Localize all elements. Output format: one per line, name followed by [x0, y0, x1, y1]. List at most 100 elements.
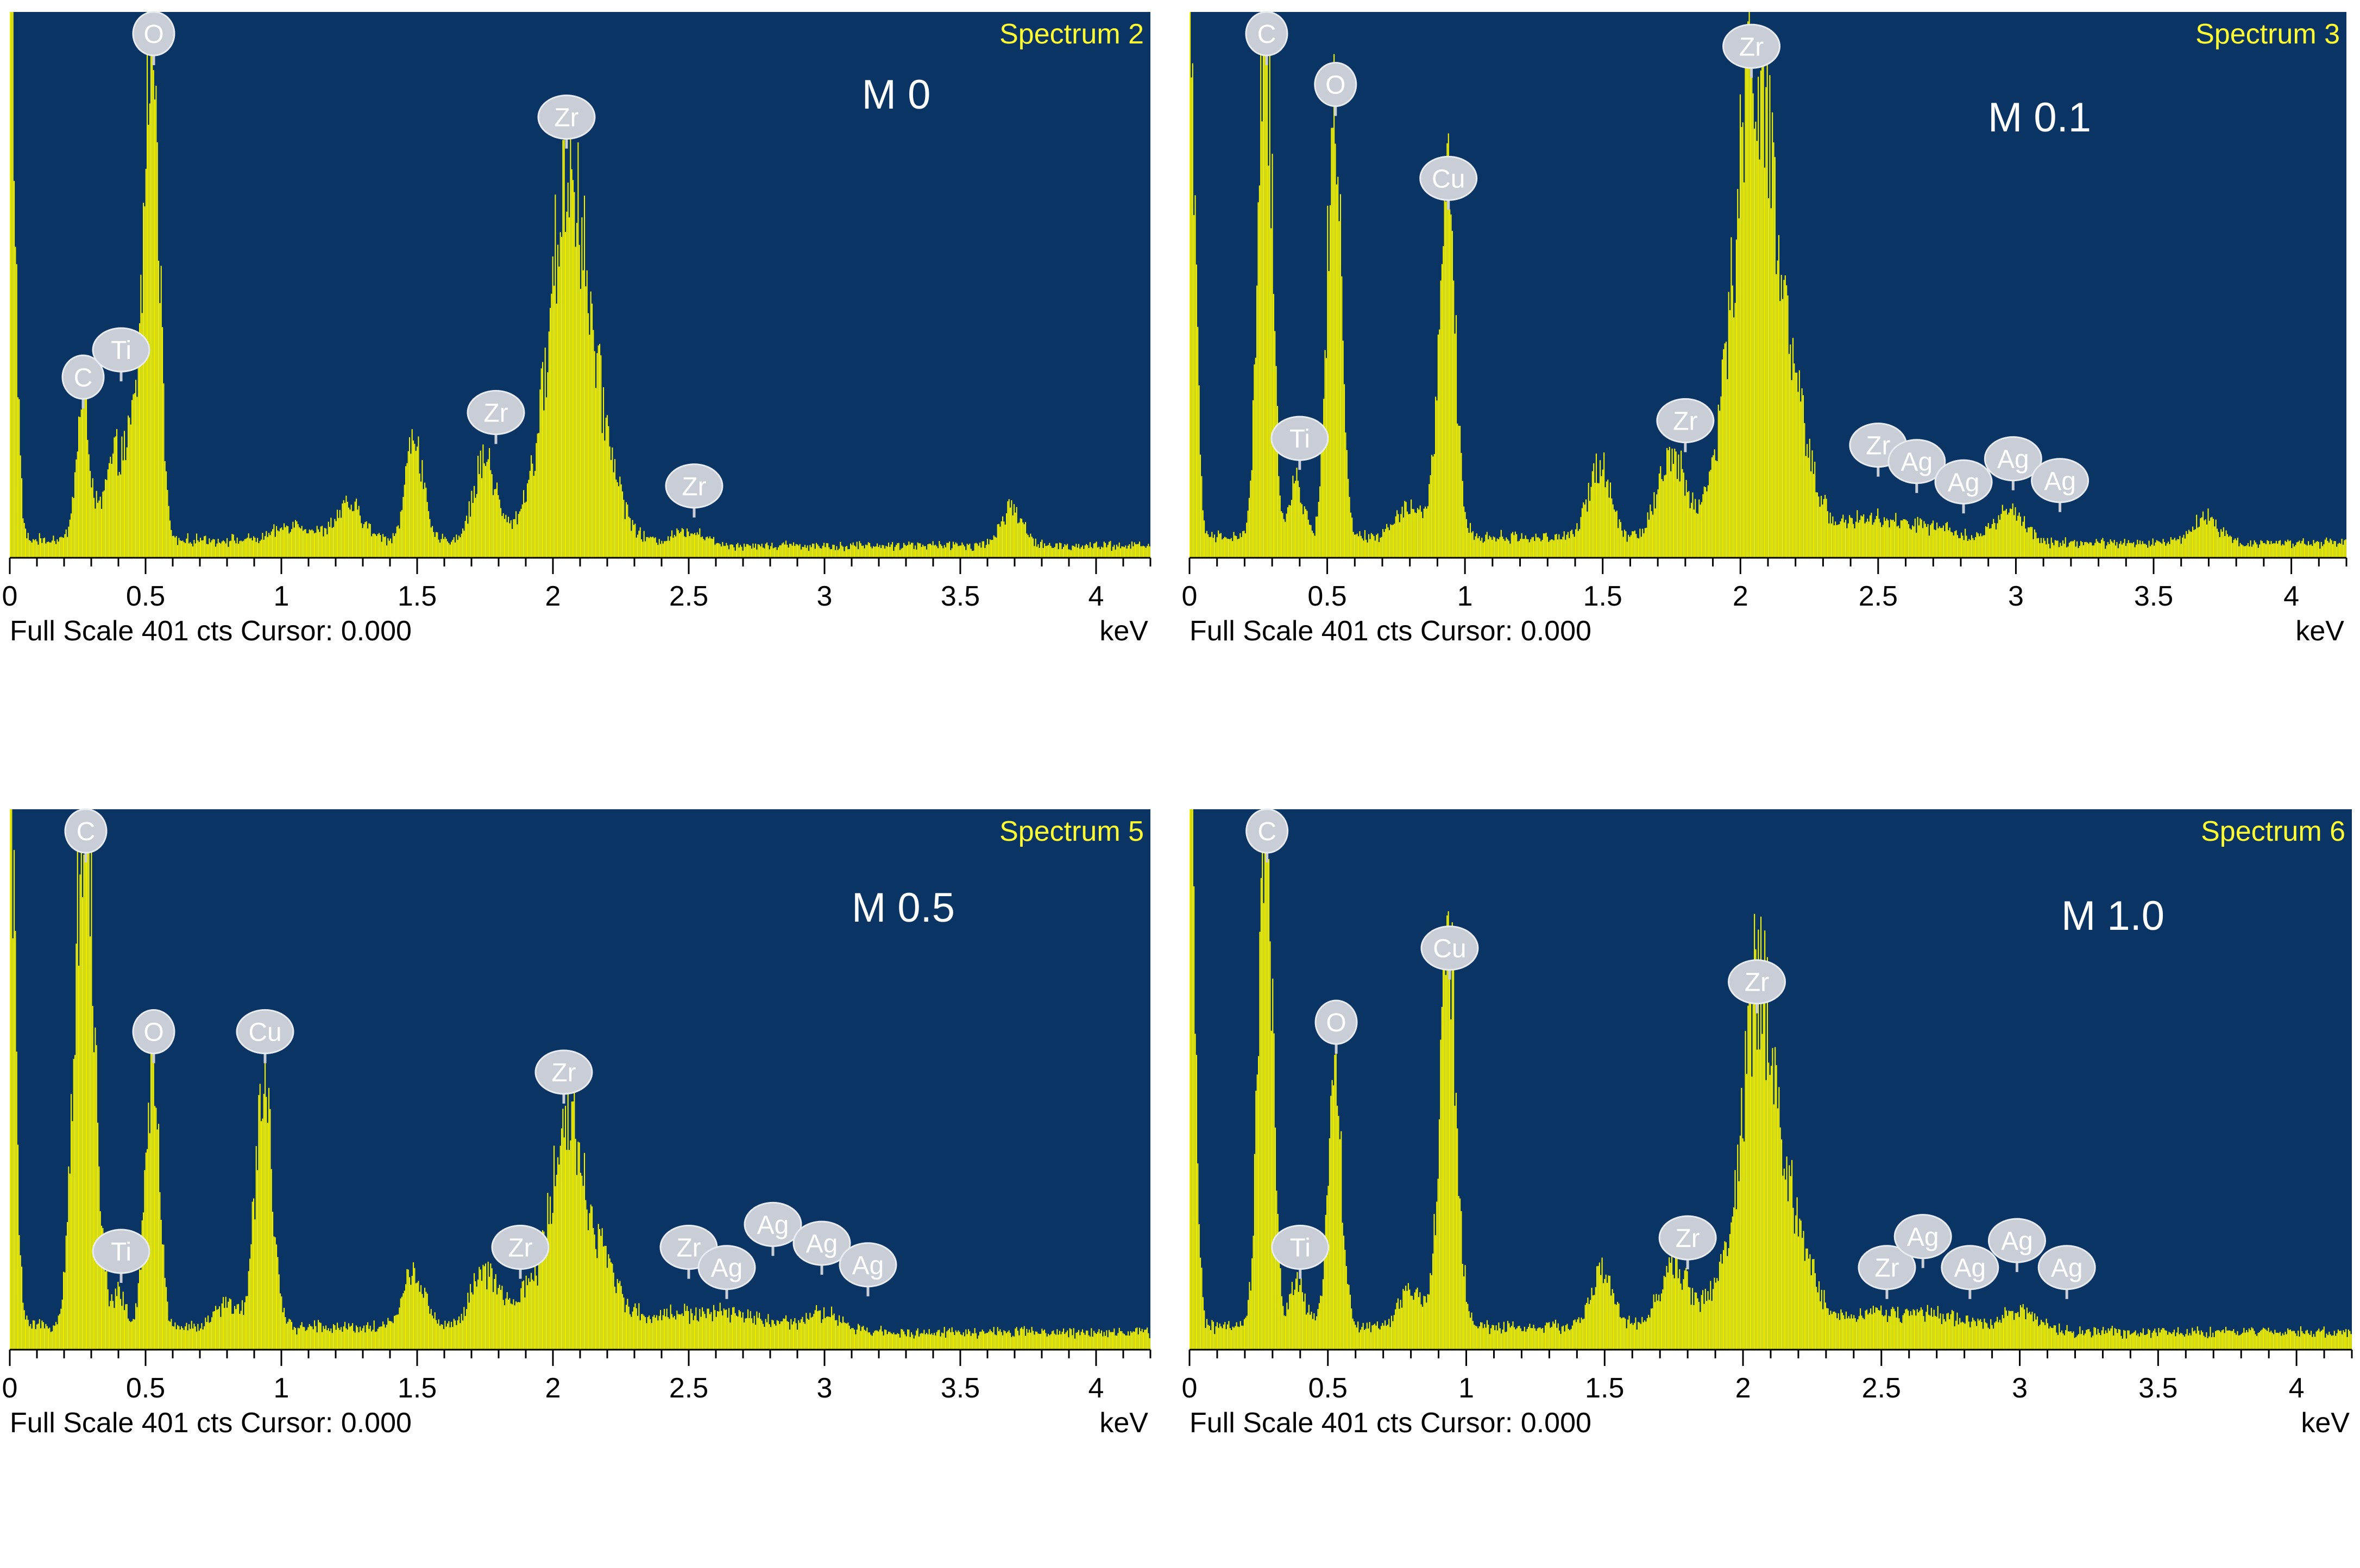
spectrum-channel: [110, 1301, 111, 1350]
spectrum-channel: [322, 526, 323, 558]
spectrum-channel: [1580, 517, 1582, 558]
spectrum-channel: [1528, 542, 1530, 558]
spectrum-channel: [1320, 1295, 1321, 1350]
spectrum-channel: [2328, 543, 2330, 558]
svg-text:Ag: Ag: [1997, 445, 2029, 474]
spectrum-channel: [1204, 520, 1205, 558]
spectrum-channel: [1975, 537, 1977, 558]
spectrum-channel: [658, 539, 660, 558]
spectrum-channel: [259, 541, 261, 558]
spectrum-channel: [92, 478, 93, 558]
spectrum-channel: [1776, 274, 1777, 558]
spectrum-channel: [330, 1328, 332, 1350]
spectrum-channel: [2220, 529, 2222, 558]
svg-text:Ag: Ag: [1954, 1254, 1986, 1283]
spectrum-channel: [2340, 1331, 2342, 1350]
spectrum-channel: [1729, 310, 1731, 558]
spectrum-channel: [797, 1330, 798, 1350]
spectrum-channel: [1552, 1321, 1554, 1350]
spectrum-channel: [1086, 1330, 1087, 1350]
x-tick-label: 3: [817, 1372, 833, 1404]
spectrum-channel: [1839, 1320, 1841, 1350]
spectrum-channel: [632, 1311, 633, 1350]
spectrum-channel: [708, 1308, 709, 1350]
spectrum-channel: [109, 1306, 110, 1350]
spectrum-channel: [638, 1303, 640, 1350]
spectrum-channel: [1537, 537, 1538, 558]
spectrum-channel: [1355, 534, 1357, 558]
spectrum-channel: [267, 1123, 268, 1350]
spectrum-channel: [369, 1325, 371, 1350]
spectrum-channel: [755, 1325, 757, 1350]
spectrum-channel: [356, 499, 357, 558]
spectrum-channel: [790, 1319, 792, 1350]
spectrum-channel: [847, 1323, 849, 1350]
spectrum-channel: [147, 12, 148, 558]
spectrum-channel: [888, 543, 890, 558]
spectrum-channel: [1033, 538, 1034, 558]
spectrum-channel: [1031, 537, 1033, 558]
spectrum-channel: [2093, 1327, 2095, 1350]
spectrum-channel: [204, 536, 205, 558]
spectrum-channel: [2144, 544, 2146, 558]
spectrum-channel: [714, 544, 716, 558]
spectrum-channel: [1650, 504, 1651, 558]
spectrum-channel: [2088, 544, 2090, 558]
spectrum-channel: [1936, 522, 1938, 558]
spectrum-channel: [1198, 1224, 1200, 1350]
spectrum-channel: [2137, 1333, 2139, 1350]
spectrum-channel: [2164, 1330, 2166, 1350]
spectrum-channel: [1252, 400, 1254, 558]
spectrum-channel: [1822, 504, 1823, 558]
spectrum-channel: [349, 509, 351, 558]
spectrum-channel: [1833, 525, 1835, 558]
spectrum-channel: [1885, 1309, 1887, 1350]
spectrum-channel: [572, 1101, 574, 1350]
spectrum-channel: [2121, 544, 2123, 558]
spectrum-channel: [523, 490, 525, 558]
spectrum-channel: [1800, 401, 1802, 558]
spectrum-channel: [1474, 539, 1475, 558]
spectrum-channel: [1078, 1330, 1080, 1350]
spectrum-channel: [2113, 540, 2115, 558]
spectrum-channel: [1012, 1336, 1014, 1350]
spectrum-channel: [1387, 527, 1389, 558]
spectrum-channel: [1656, 1294, 1657, 1350]
spectrum-channel: [817, 544, 819, 558]
spectrum-channel: [2023, 516, 2025, 558]
spectrum-channel: [2047, 538, 2048, 558]
spectrum-channel: [1045, 1333, 1047, 1350]
spectrum-channel: [2178, 1327, 2179, 1350]
spectrum-channel: [546, 1246, 547, 1350]
spectrum-channel: [1802, 1238, 1803, 1350]
spectrum-channel: [59, 1314, 61, 1350]
spectrum-channel: [1365, 1328, 1367, 1350]
spectrum-channel: [1048, 545, 1049, 558]
spectrum-channel: [987, 1333, 989, 1350]
spectrum-channel: [1351, 1308, 1352, 1350]
spectrum-channel: [1758, 77, 1759, 558]
spectrum-channel: [1422, 1307, 1424, 1350]
spectrum-channel: [456, 1325, 457, 1350]
spectrum-channel: [734, 1313, 736, 1350]
spectrum-channel: [1344, 384, 1345, 558]
spectrum-channel: [618, 1283, 620, 1350]
spectrum-channel: [1707, 485, 1709, 558]
spectrum-channel: [1672, 464, 1674, 558]
spectrum-channel: [1506, 537, 1507, 558]
spectrum-channel: [101, 1225, 103, 1350]
spectrum-channel: [529, 470, 531, 558]
spectrum-channel: [2086, 1330, 2087, 1350]
spectrum-channel: [722, 1315, 723, 1350]
spectrum-channel: [1031, 1327, 1033, 1350]
spectrum-channel: [309, 529, 310, 558]
spectrum-channel: [2009, 1311, 2011, 1350]
spectrum-channel: [858, 1324, 859, 1350]
spectrum-channel: [2254, 540, 2255, 558]
spectrum-channel: [1400, 1300, 1401, 1350]
spectrum-channel: [1892, 520, 1894, 558]
spectrum-channel: [699, 528, 701, 558]
spectrum-channel: [23, 1310, 25, 1350]
spectrum-channel: [1356, 1327, 1357, 1350]
spectrum-channel: [1016, 1327, 1017, 1350]
